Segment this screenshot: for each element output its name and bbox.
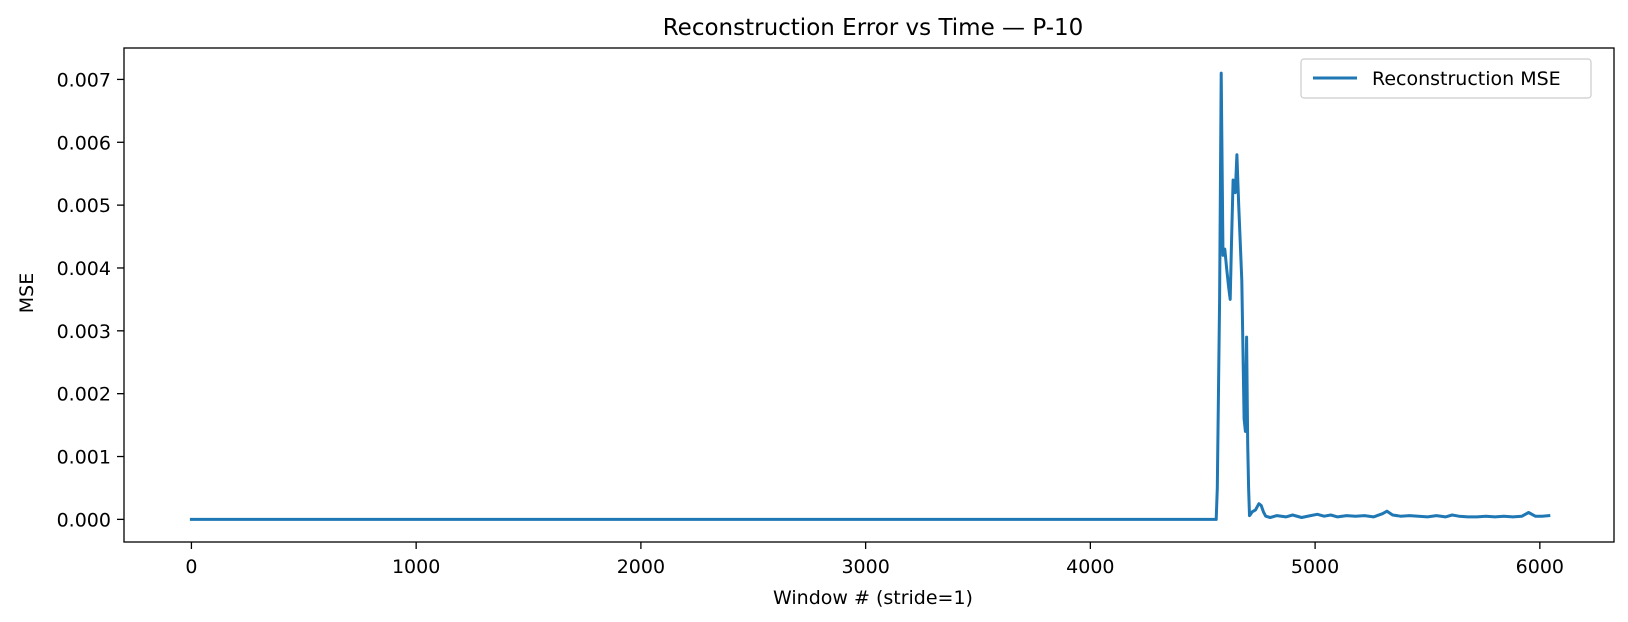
x-tick-label: 1000	[392, 556, 440, 578]
legend-label: Reconstruction MSE	[1372, 68, 1561, 90]
y-tick-label: 0.001	[57, 447, 111, 469]
series-line-0	[189, 71, 1551, 521]
plot-frame	[123, 47, 1615, 543]
y-axis-label: MSE	[16, 273, 38, 313]
x-tick-label: 2000	[617, 556, 665, 578]
y-tick-label: 0.006	[57, 132, 111, 154]
legend: Reconstruction MSE	[1300, 58, 1592, 99]
x-tick-label: 0	[185, 556, 197, 578]
chart-title: Reconstruction Error vs Time — P-10	[663, 15, 1084, 41]
y-tick-label: 0.002	[57, 384, 111, 406]
y-tick-label: 0.003	[57, 321, 111, 343]
y-tick-label: 0.005	[57, 195, 111, 217]
x-tick-label: 3000	[841, 556, 889, 578]
plot-area: 0 1000 2000 3000 4000 5000 6000 0.000 0.001 0.002…	[57, 47, 1615, 578]
x-axis-label: Window # (stride=1)	[773, 587, 973, 609]
y-tick-label: 0.007	[57, 69, 111, 91]
legend-box	[1300, 58, 1592, 99]
y-tick-label: 0.004	[57, 258, 111, 280]
y-tick-label: 0.000	[57, 509, 111, 531]
x-tick-label: 5000	[1291, 556, 1339, 578]
x-tick-label: 4000	[1066, 556, 1114, 578]
x-tick-label: 6000	[1516, 556, 1564, 578]
